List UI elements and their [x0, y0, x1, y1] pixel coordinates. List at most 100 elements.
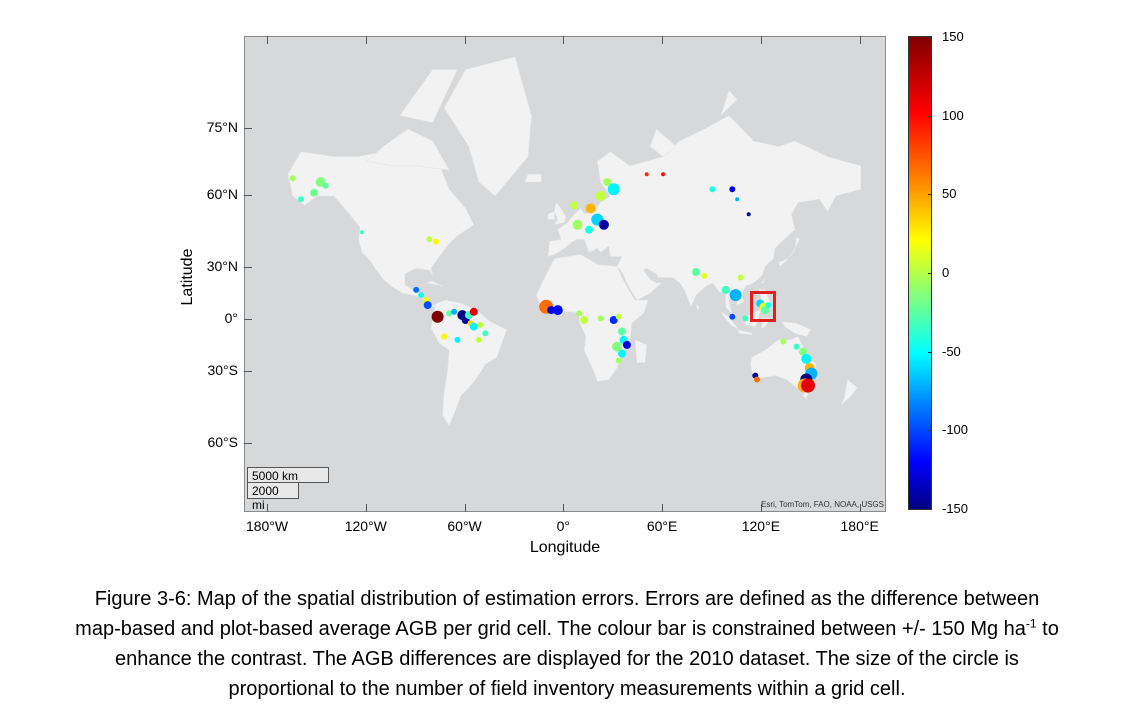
- lon-tick-mark: [760, 504, 762, 512]
- colorbar-tick-mark: [928, 194, 932, 196]
- caption-line-4: proportional to the number of field inve…: [228, 678, 906, 700]
- error-point: [765, 302, 772, 309]
- landmass: [802, 391, 809, 399]
- caption-superscript: -1: [1025, 616, 1037, 631]
- error-point: [454, 336, 461, 343]
- error-point: [572, 219, 583, 230]
- colorbar-tick-mark: [928, 273, 932, 274]
- colorbar-tick-label: 100: [942, 107, 964, 123]
- lon-tick-label: 60°W: [447, 518, 482, 534]
- landmass: [720, 90, 738, 116]
- landmass: [649, 128, 677, 157]
- lon-tick-mark: [859, 504, 861, 512]
- lon-tick-mark: [464, 36, 466, 44]
- lat-tick-label: 75°N: [206, 119, 238, 136]
- error-point: [780, 338, 787, 345]
- error-point: [618, 327, 626, 336]
- error-point: [289, 175, 296, 182]
- error-point: [761, 306, 770, 315]
- colorbar-tick-mark: [928, 115, 932, 117]
- landmass: [426, 280, 443, 287]
- error-point: [801, 378, 815, 393]
- lon-tick-label: 120°E: [741, 518, 781, 534]
- colorbar-tick-mark: [928, 37, 932, 38]
- error-point: [477, 321, 484, 328]
- error-point: [644, 172, 649, 177]
- error-point: [661, 172, 666, 177]
- landmass: [399, 69, 458, 123]
- error-point: [585, 225, 593, 234]
- lat-tick-mark: [244, 319, 252, 320]
- lon-tick-mark: [563, 36, 565, 44]
- colorbar-tick-label: 50: [942, 186, 957, 202]
- lon-tick-label: 60°E: [646, 518, 678, 534]
- error-point: [322, 182, 329, 189]
- caption-line-2-end: to: [1036, 618, 1059, 640]
- lat-tick-mark: [244, 195, 252, 196]
- error-point: [475, 336, 482, 343]
- error-point: [413, 286, 420, 293]
- error-point: [595, 191, 606, 201]
- lat-tick-mark: [244, 267, 252, 269]
- colorbar-tick-label: 150: [942, 29, 964, 44]
- error-point: [799, 347, 807, 356]
- landmass: [366, 128, 450, 171]
- error-point: [801, 353, 812, 364]
- error-point: [446, 310, 453, 317]
- error-point: [433, 238, 439, 245]
- lat-tick-label: 60°N: [206, 186, 238, 202]
- caption-line-1: Figure 3-6: Map of the spatial distribut…: [94, 588, 1040, 610]
- lat-tick-mark: [244, 443, 252, 444]
- error-point: [615, 357, 622, 364]
- scale-bar: 5000 km 2000 mi: [247, 467, 329, 512]
- lon-tick-label: 0°: [556, 518, 571, 534]
- lon-tick-mark: [365, 504, 367, 512]
- error-points-layer: [289, 172, 818, 393]
- caption-line-3: enhance the contrast. The AGB difference…: [115, 648, 1019, 670]
- lon-tick-mark: [662, 504, 664, 512]
- lon-tick-label: 120°W: [344, 518, 387, 534]
- error-point: [742, 315, 749, 322]
- error-point: [737, 274, 744, 281]
- world-map[interactable]: [245, 37, 886, 512]
- landmass: [778, 236, 801, 267]
- error-point: [585, 203, 596, 214]
- error-point: [298, 196, 304, 203]
- error-point: [735, 197, 740, 202]
- lon-tick-label: 180°W: [245, 518, 289, 534]
- error-point: [729, 313, 736, 320]
- landmass: [840, 378, 858, 406]
- colorbar-tick-mark: [928, 430, 932, 432]
- error-point: [729, 186, 736, 193]
- landmass: [634, 339, 648, 363]
- error-point: [482, 330, 489, 337]
- scale-mi: 2000 mi: [247, 483, 299, 512]
- lon-tick-mark: [464, 504, 466, 512]
- lat-tick-label: 60°S: [207, 434, 238, 450]
- error-point: [622, 340, 631, 349]
- scale-km: 5000 km: [247, 467, 329, 483]
- error-point: [609, 316, 618, 324]
- figure-caption: Figure 3-6: Map of the spatial distribut…: [20, 584, 1114, 704]
- error-point: [746, 212, 751, 217]
- landmass-layer: [245, 37, 885, 511]
- lon-tick-mark: [267, 36, 269, 44]
- error-point: [793, 343, 800, 350]
- colorbar-tick-label: 0: [942, 265, 950, 280]
- lon-tick-mark: [365, 36, 367, 44]
- error-point: [618, 349, 626, 358]
- lat-tick-mark: [244, 128, 252, 130]
- landmass: [287, 146, 475, 308]
- error-point: [701, 272, 708, 279]
- landmass: [720, 311, 740, 331]
- error-point: [580, 316, 589, 324]
- error-point: [692, 268, 700, 276]
- caption-line-2-text: map-based and plot-based average AGB per…: [75, 618, 1026, 640]
- lon-tick-mark: [859, 36, 861, 44]
- error-point: [576, 310, 583, 317]
- colorbar-tick-label: -150: [942, 501, 969, 516]
- map-frame[interactable]: [244, 36, 886, 512]
- y-axis-title: Latitude: [179, 248, 196, 306]
- error-point: [615, 313, 622, 320]
- error-point: [441, 333, 448, 340]
